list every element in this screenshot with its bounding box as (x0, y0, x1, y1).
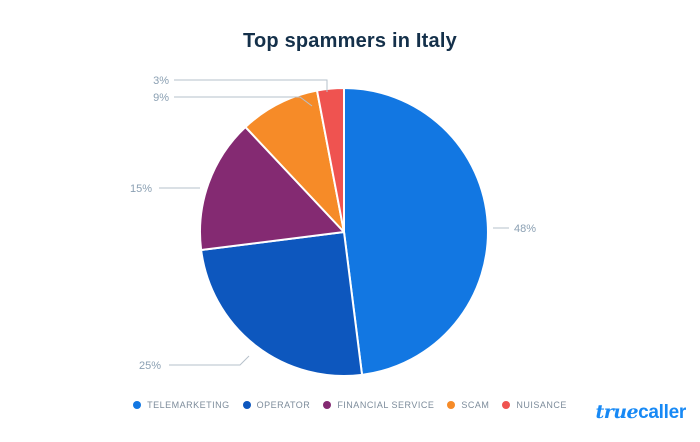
legend-item-scam: SCAM (447, 400, 489, 410)
percent-label-financial-service: 15% (130, 183, 152, 195)
pie-slice-nuisance (316, 87, 345, 233)
leader-line-operator (169, 355, 250, 366)
legend-label-telemarketing: TELEMARKETING (147, 400, 230, 410)
pie-slices-group (199, 87, 489, 377)
pie-slice-operator (200, 231, 364, 377)
pie-slice-telemarketing (343, 87, 489, 376)
legend-swatch-operator-icon (242, 401, 251, 409)
logo-text-true: true (595, 401, 639, 423)
chart-legend: TELEMARKETING OPERATOR FINANCIAL SERVICE SC… (0, 400, 700, 410)
legend-item-telemarketing: TELEMARKETING (133, 400, 230, 410)
legend-swatch-nuisance-icon (502, 401, 511, 409)
legend-item-operator: OPERATOR (242, 400, 311, 410)
truecaller-logo: truecaller (595, 400, 686, 425)
percent-label-scam: 9% (153, 92, 169, 104)
percent-labels-group: 48% 25% 15% 9% 3% (130, 75, 536, 372)
leader-line-nuisance (174, 79, 328, 92)
legend-label-operator: OPERATOR (256, 400, 311, 410)
chart-title: Top spammers in Italy (243, 30, 457, 52)
legend-item-nuisance: NUISANCE (502, 400, 567, 410)
legend-item-financial-service: FINANCIAL SERVICE (323, 400, 434, 410)
leader-line-scam (174, 96, 313, 107)
pie-slice-scam (244, 89, 345, 233)
percent-label-operator: 25% (139, 360, 161, 372)
legend-label-nuisance: NUISANCE (516, 400, 567, 410)
legend-label-financial-service: FINANCIAL SERVICE (337, 400, 435, 410)
legend-swatch-telemarketing-icon (133, 401, 142, 409)
logo-text-caller: caller (638, 402, 686, 423)
legend-swatch-financial-service-icon (323, 401, 332, 409)
percent-label-nuisance: 3% (153, 75, 169, 87)
legend-swatch-scam-icon (447, 401, 456, 409)
pie-slice-financial-service (199, 126, 345, 252)
percent-label-telemarketing: 48% (514, 223, 536, 235)
leader-lines-group (159, 79, 509, 366)
legend-label-scam: SCAM (461, 400, 490, 410)
